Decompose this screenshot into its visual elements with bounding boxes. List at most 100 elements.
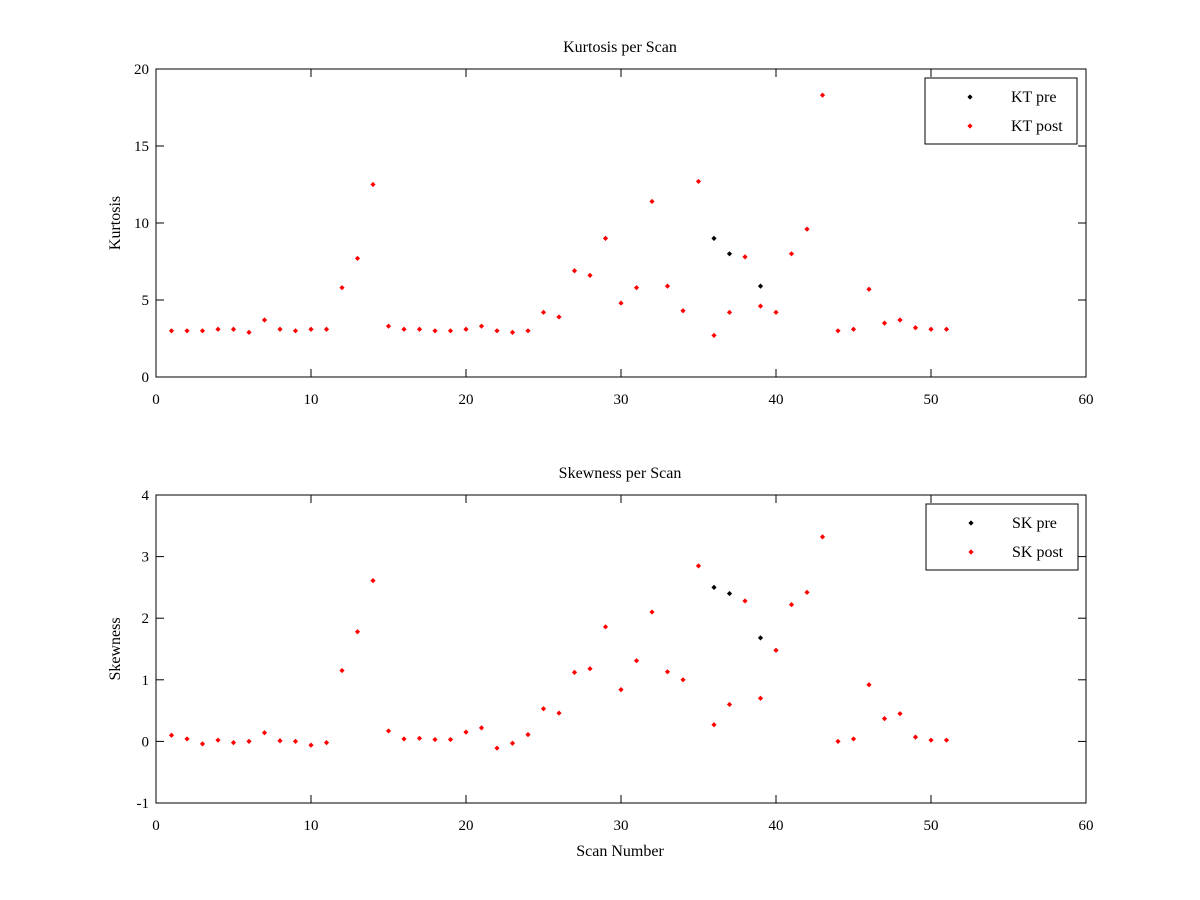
kurtosis-point [370,181,376,188]
kurtosis-point [168,328,175,334]
skewness-point [354,629,361,635]
kurtosis-point [711,235,717,241]
kurtosis-point [416,326,423,332]
kurtosis-point [897,317,903,323]
skewness-series-post [168,534,950,751]
kurtosis-x-tick-label: 0 [152,392,160,408]
kurtosis-point [509,329,516,335]
skewness-point [757,635,764,641]
kurtosis-point [463,326,469,332]
kurtosis-legend-box [924,77,1078,145]
skewness-point [292,738,299,744]
kurtosis-point [354,255,361,262]
kurtosis-legend-label: KT pre [1011,89,1056,106]
kurtosis-point [664,283,671,289]
skewness-point [478,725,485,731]
kurtosis-point [587,272,593,278]
skewness-point [649,609,655,615]
kurtosis-point [726,251,733,257]
kurtosis-point [571,268,578,274]
skewness-y-axis-label: Skewness [107,617,124,680]
kurtosis-x-tick-label: 40 [769,392,784,408]
skewness-title: Skewness per Scan [559,465,682,482]
kurtosis-legend-marker [967,123,973,129]
skewness-point [804,589,810,595]
kurtosis-y-tick-label: 20 [134,62,149,78]
skewness-point [168,732,175,738]
kurtosis-point [912,325,919,331]
kurtosis-point [385,323,392,329]
kurtosis-x-tick-label: 50 [924,392,939,408]
kurtosis-point [261,317,268,323]
skewness-x-tick-label: 40 [769,818,784,834]
skewness-point [323,740,330,746]
kurtosis-point [602,235,609,241]
kurtosis-point [215,326,221,332]
skewness-point [401,736,407,742]
skewness-y-tick-label: 0 [142,734,150,750]
skewness-point [463,729,469,735]
kurtosis-point [819,92,826,98]
skewness-point [633,658,640,664]
kurtosis-legend-label: KT post [1011,118,1063,135]
kurtosis-x-tick-label: 20 [459,392,474,408]
kurtosis-panel: Kurtosis per Scan Kurtosis 0 10 20 30 40 50 60… [107,39,1094,408]
skewness-point [277,738,283,744]
kurtosis-point [757,283,764,289]
skewness-point [943,737,950,743]
kurtosis-y-axis-label: Kurtosis [107,196,124,250]
skewness-x-tick-label: 20 [459,818,474,834]
kurtosis-point [308,326,314,332]
kurtosis-point [928,326,934,332]
kurtosis-point [447,328,454,334]
skewness-y-tick-label: 2 [142,611,150,627]
skewness-point [385,728,392,734]
skewness-legend-label: SK pre [1012,515,1057,532]
kurtosis-point [292,328,299,334]
kurtosis-point [943,326,950,332]
skewness-point [230,740,237,746]
skewness-point [850,736,857,742]
skewness-legend-box [925,503,1079,571]
skewness-y-tick-label: 1 [142,673,150,689]
kurtosis-point [277,326,283,332]
skewness-point [711,584,717,590]
skewness-point [866,682,872,688]
skewness-point [788,602,795,608]
skewness-y-tick-label: 3 [142,550,150,566]
kurtosis-legend: KT pre KT post [924,77,1078,145]
skewness-point [447,736,454,743]
kurtosis-point [199,328,206,334]
kurtosis-point [680,308,686,314]
skewness-point [571,669,578,676]
skewness-point [308,742,314,748]
skewness-point [416,735,423,741]
skewness-point [897,711,903,717]
skewness-point [184,736,190,742]
kurtosis-point [540,309,547,315]
skewness-point [432,736,438,743]
kurtosis-point [633,285,640,291]
skewness-point [726,590,733,597]
kurtosis-legend-marker [967,94,973,100]
kurtosis-point [835,328,841,334]
kurtosis-point [711,332,717,339]
skewness-point [246,738,252,744]
kurtosis-y-tick-label: 15 [134,139,149,155]
skewness-point [587,666,593,672]
kurtosis-point [726,309,733,315]
skewness-point [773,647,779,653]
skewness-x-tick-label: 60 [1079,818,1094,834]
kurtosis-point [339,285,345,291]
skewness-legend-marker [968,520,974,526]
skewness-point [556,710,562,716]
kurtosis-point [478,323,485,329]
kurtosis-point [556,314,562,320]
skewness-point [928,737,934,743]
kurtosis-point [881,320,888,326]
skewness-point [664,669,671,675]
kurtosis-point [649,198,655,205]
skewness-y-tick-label: -1 [137,796,150,812]
skewness-point [819,534,826,540]
